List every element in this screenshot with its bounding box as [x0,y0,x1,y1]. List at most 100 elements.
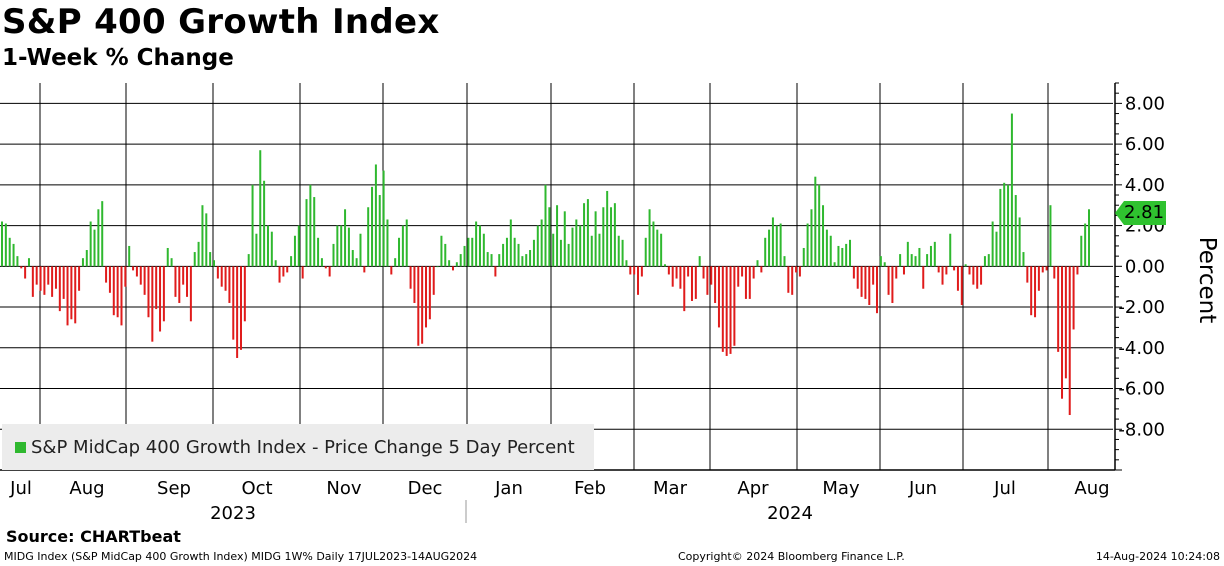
bar-positive [879,256,882,267]
bar-negative [116,266,119,318]
bar-negative [687,266,690,277]
bar-positive [1049,205,1052,267]
bar-negative [1026,266,1029,283]
bar-positive [336,225,339,267]
bar-negative [717,266,720,328]
bar-positive [455,262,458,267]
bar-negative [637,266,640,295]
bar-positive [625,260,628,267]
bar-positive [209,252,212,267]
bar-positive [933,241,936,267]
bar-negative [58,266,61,312]
bar-positive [394,258,397,267]
bar-positive [355,258,358,267]
bar-negative [748,266,751,299]
bar-positive [648,209,651,267]
month-label: Aug [69,478,104,499]
month-label: Feb [574,478,606,499]
bar-negative [876,266,878,314]
bar-negative [725,266,728,356]
bar-negative [124,266,127,287]
bar-negative [667,266,670,275]
bar-positive [594,211,597,267]
bar-positive [351,250,354,267]
month-label: Nov [326,478,361,499]
bar-negative [710,266,713,285]
bar-positive [197,241,200,267]
bar-positive [505,237,508,267]
bar-positive [929,245,932,267]
bar-negative [1076,266,1079,275]
bar-positive [656,229,659,267]
bar-negative [852,266,855,279]
bar-positive [536,225,539,267]
bar-positive [259,150,262,267]
bar-negative [216,266,219,279]
bar-negative [236,266,239,358]
bar-negative [968,266,971,275]
bar-positive [247,254,250,267]
bar-negative [66,266,69,326]
month-label: Oct [241,478,272,499]
bar-negative [937,266,940,273]
bar-positive [563,211,566,267]
bar-negative [70,266,73,320]
month-label: May [822,478,860,499]
bar-positive [513,237,516,267]
bar-negative [1064,266,1067,379]
bar-positive [444,243,447,267]
bar-negative [675,266,678,279]
bar-negative [640,266,643,277]
bar-negative [864,266,867,299]
bar-negative [1061,266,1064,399]
bar-positive [606,190,609,267]
bar-positive [764,237,767,267]
bar-positive [525,254,528,267]
y-tick-label: -8.00 [1118,419,1165,440]
bar-negative [135,266,138,277]
bar-positive [559,239,562,267]
bar-positive [802,247,805,267]
bar-negative [228,266,231,303]
month-label: Jul [993,478,1016,499]
bar-negative [120,266,123,326]
bar-positive [521,256,524,267]
bar-positive [266,225,269,267]
bar-positive [983,256,986,267]
bar-positive [293,235,296,267]
footer-security-info: MIDG Index (S&P MidCap 400 Growth Index)… [4,550,478,563]
bar-positive [320,258,323,267]
bar-negative [752,266,755,279]
bar-negative [451,266,454,271]
bar-negative [24,266,27,279]
bar-positive [398,237,401,267]
bar-negative [741,266,744,277]
bar-positive [85,250,88,267]
y-tick-label: -6.00 [1118,379,1165,400]
bar-positive [825,229,828,267]
bar-negative [1057,266,1060,352]
bar-negative [409,266,412,289]
bar-positive [837,245,840,267]
bar-negative [976,266,979,289]
bar-negative [162,266,165,322]
bar-positive [1022,252,1025,267]
bar-negative [941,266,944,285]
bar-negative [105,266,108,283]
bar-negative [956,266,959,291]
bar-positive [552,233,555,267]
bar-positive [540,219,543,267]
bar-positive [170,258,173,267]
bar-positive [213,260,215,267]
month-label: Dec [408,478,443,499]
bar-negative [960,266,963,306]
bar-positive [201,205,204,267]
bar-negative [224,266,227,291]
bar-negative [328,266,331,277]
bar-negative [174,266,177,297]
y-tick-label: 6.00 [1125,134,1165,155]
bar-negative [39,266,42,291]
bar-positive [305,199,308,267]
bar-negative [139,266,142,285]
legend-label: S&P MidCap 400 Growth Index - Price Chan… [31,436,575,458]
